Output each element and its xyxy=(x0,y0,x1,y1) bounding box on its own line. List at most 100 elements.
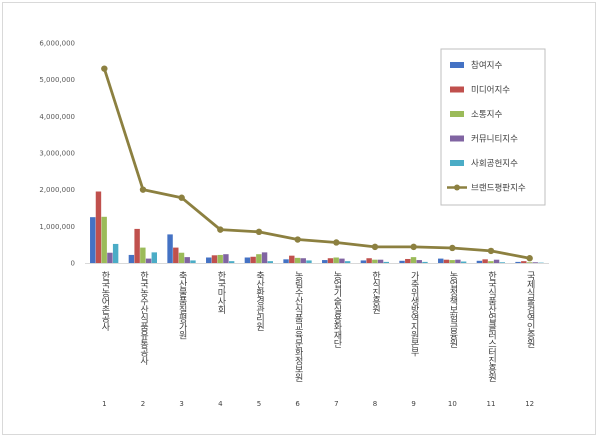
bar xyxy=(366,258,372,263)
line-point xyxy=(371,243,379,251)
bar xyxy=(95,191,102,263)
bar xyxy=(145,258,152,263)
line-point xyxy=(333,239,340,246)
bar xyxy=(377,259,384,263)
line-point xyxy=(139,186,147,193)
x-category-label: 한식진흥원 xyxy=(370,271,380,314)
x-category-label: 축산환경관리원 xyxy=(254,271,264,331)
legend-label: 브랜드평판지수 xyxy=(471,183,526,194)
x-category-number: 5 xyxy=(257,400,261,408)
bar xyxy=(460,261,467,263)
bar xyxy=(167,234,173,263)
x-category-number: 1 xyxy=(102,400,106,408)
bar xyxy=(217,254,223,263)
legend-swatch-marker xyxy=(454,184,460,191)
y-tick-label: 2,000,000 xyxy=(39,186,75,194)
bar xyxy=(493,259,500,263)
line-point xyxy=(217,226,224,233)
x-category-number: 2 xyxy=(141,400,145,408)
y-tick-label: 5,000,000 xyxy=(39,76,75,84)
bar xyxy=(300,258,306,263)
x-category-label: 농업기술실용화재단 xyxy=(331,271,341,348)
line-point xyxy=(255,228,263,236)
x-category-number: 8 xyxy=(373,400,377,408)
bar xyxy=(206,257,212,263)
legend-label: 커뮤니티지수 xyxy=(471,134,518,145)
bar xyxy=(178,252,185,263)
x-category-number: 12 xyxy=(525,400,534,408)
bar xyxy=(306,260,312,263)
bar xyxy=(499,262,505,263)
bar xyxy=(526,262,533,263)
bar xyxy=(267,261,273,263)
bar xyxy=(333,257,339,263)
bar xyxy=(482,259,488,263)
legend-swatch xyxy=(450,135,464,142)
line-point xyxy=(526,255,533,262)
bar xyxy=(211,255,218,263)
line-point xyxy=(178,194,185,201)
bar xyxy=(151,252,157,263)
legend-swatch xyxy=(450,86,464,93)
x-category-number: 3 xyxy=(179,400,183,408)
legend-swatch xyxy=(450,160,464,166)
bar xyxy=(416,260,422,263)
x-category-number: 6 xyxy=(295,400,300,408)
bar xyxy=(250,256,256,263)
x-category-label: 농림수산식품교육문화정보원 xyxy=(293,271,303,382)
bar xyxy=(488,261,494,263)
bar xyxy=(383,261,389,263)
line-series-group xyxy=(101,65,533,262)
legend-swatch xyxy=(450,62,464,68)
bar xyxy=(128,254,135,263)
line-series-path xyxy=(102,68,530,260)
bar xyxy=(140,247,146,263)
y-tick-label: 0 xyxy=(71,260,75,268)
x-category-number: 4 xyxy=(218,400,223,408)
x-category-label: 국제식물검역인증원 xyxy=(525,271,535,348)
x-axis: 한국농어촌공사 1 한국농수산식품유통공사 2 축산물품질평가원 3 한국마사회 4 축산환경관… xyxy=(85,263,549,408)
bar xyxy=(422,261,428,263)
x-category-number: 7 xyxy=(334,400,338,408)
y-tick-label: 4,000,000 xyxy=(39,113,75,121)
bar xyxy=(223,254,229,263)
chart-svg: 0 1,000,000 2,000,000 3,000,000 4,000,000 5,0… xyxy=(39,40,549,408)
bar xyxy=(515,261,521,263)
legend-box xyxy=(440,48,546,206)
x-category-number: 9 xyxy=(411,400,415,408)
bar xyxy=(184,257,190,263)
bar xyxy=(228,261,235,263)
x-category-label: 축산물품질평가원 xyxy=(177,271,187,340)
legend-swatch xyxy=(450,111,464,117)
bar xyxy=(289,255,295,263)
bar xyxy=(344,261,351,263)
x-category-label: 한국농수산식품유통공사 xyxy=(138,271,148,366)
bar xyxy=(261,252,268,263)
legend-label: 참여지수 xyxy=(471,60,502,71)
legend-label: 소통지수 xyxy=(471,110,502,120)
bar xyxy=(455,259,461,263)
line-point xyxy=(410,243,417,251)
bar xyxy=(410,257,417,263)
x-category-label: 한국농어촌공사 xyxy=(99,271,109,332)
bar xyxy=(449,260,455,263)
x-category-number: 11 xyxy=(487,400,496,408)
bar xyxy=(190,260,196,263)
bar xyxy=(438,258,444,263)
bar xyxy=(322,260,328,263)
y-axis: 0 1,000,000 2,000,000 3,000,000 4,000,000 5,0… xyxy=(39,40,75,268)
bar xyxy=(443,259,450,263)
y-tick-label: 3,000,000 xyxy=(39,150,75,158)
bar xyxy=(532,262,538,263)
bar xyxy=(173,247,179,263)
bar xyxy=(256,254,262,263)
bar xyxy=(327,258,334,263)
bar xyxy=(399,260,405,263)
x-category-label: 농업정책보험금융원 xyxy=(447,271,457,348)
line-point xyxy=(449,244,456,252)
bar xyxy=(521,261,527,263)
bar xyxy=(112,243,119,263)
bar xyxy=(244,257,251,263)
y-tick-label: 6,000,000 xyxy=(39,40,75,48)
line-point xyxy=(487,247,495,255)
